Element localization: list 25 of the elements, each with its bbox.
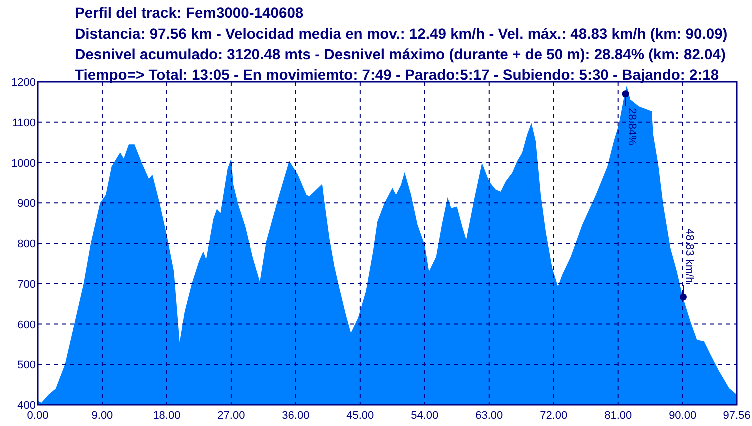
annotation: 28.84% [626, 108, 638, 146]
y-tick-label: 1200 [12, 77, 36, 89]
annotation: 48.83 km/h [683, 228, 696, 284]
y-tick-label: 400 [18, 400, 36, 412]
x-tick-label: 90.00 [669, 410, 697, 422]
x-tick-label: 45.00 [346, 410, 374, 422]
y-tick-label: 1100 [12, 117, 36, 130]
x-tick-label: 81.00 [604, 410, 632, 422]
x-tick-label: 27.00 [218, 410, 246, 422]
y-tick-label: 500 [18, 360, 36, 372]
x-tick-label: 9.00 [92, 410, 114, 422]
x-tick-label: 18.00 [153, 410, 181, 422]
x-tick-label: 0.00 [27, 410, 49, 422]
y-tick-label: 700 [18, 278, 36, 291]
y-tick-label: 1000 [12, 158, 36, 170]
x-tick-label: 72.00 [540, 410, 568, 422]
x-tick-label: 63.00 [476, 410, 504, 422]
x-tick-label: 36.00 [282, 410, 310, 422]
chart-subtitle: Distancia: 97.56 km - Velocidad media en mov.: 12.49 km/h - Vel. máx.: 48.83 km/h (km: 90.09) Desnivel acumulado: 3120.48 mts - Desnivel máximo (durante + de 50 m): 28.84% (km: 82.04) Tiempo=> Total: 13:05 - En movimiemto: 7:49 - Parado:5:17 - Subiendo: 5:30 - Bajando: 2:18 [75, 27, 728, 84]
x-tick-label: 54.00 [411, 410, 439, 422]
y-tick-label: 900 [18, 198, 36, 210]
y-tick-label: 800 [18, 238, 36, 250]
x-tick-label: 97.56 [723, 410, 751, 422]
chart-title: Perfil del track: Fem3000-140608 [75, 6, 304, 22]
y-tick-label: 600 [18, 319, 36, 332]
